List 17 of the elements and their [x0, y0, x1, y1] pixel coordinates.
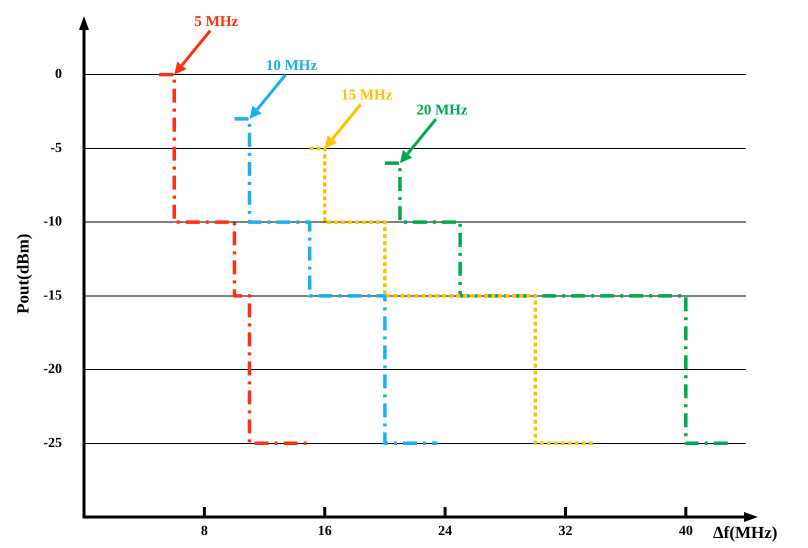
- x-tick-label: 8: [200, 524, 208, 540]
- text: 15 MHz: [341, 88, 393, 104]
- y-tick-label: -25: [43, 436, 62, 451]
- y-tick-label: 0: [55, 67, 62, 82]
- y-tick-label: -20: [43, 362, 62, 378]
- x-tick-label: 24: [438, 524, 452, 540]
- x-tick-label: 32: [558, 524, 572, 540]
- x-axis-title: Δf(MHz): [713, 522, 778, 542]
- text: 10 MHz: [266, 58, 318, 74]
- y-axis-title: Pout(dBm): [13, 234, 32, 314]
- text: 20 MHz: [416, 102, 468, 118]
- y-tick-label: -15: [43, 288, 62, 304]
- x-tick-label: 40: [678, 524, 693, 540]
- y-tick-label: -5: [50, 140, 62, 156]
- text: 5 MHz: [194, 14, 238, 30]
- x-tick-label: 16: [318, 524, 332, 540]
- y-tick-label: -10: [43, 214, 62, 230]
